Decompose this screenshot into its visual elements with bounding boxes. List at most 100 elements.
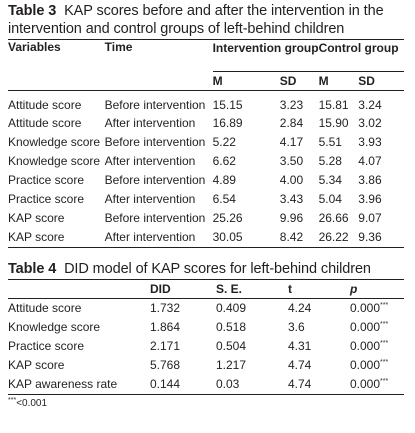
table4-label: Table 4: [8, 260, 57, 277]
cell-time: Before intervention: [104, 97, 206, 112]
cell-int-m: 6.54: [212, 192, 236, 206]
cell-variable: Attitude score: [8, 301, 82, 315]
cell-int-m: 15.15: [212, 97, 243, 112]
cell-int-m: 30.05: [212, 227, 280, 248]
cell-did: 1.864: [150, 320, 181, 334]
cell-int-m: 6.62: [212, 154, 236, 168]
cell-ctl-m: 15.81: [318, 97, 349, 112]
table4-footnote: ***<0.001: [8, 397, 415, 409]
cell-int-sd: 4.00: [279, 173, 304, 187]
cell-int-m: 4.89: [212, 173, 236, 187]
cell-int-sd: 3.43: [279, 192, 304, 206]
cell-time: After intervention: [104, 116, 196, 130]
cell-se: 1.217: [216, 358, 247, 372]
cell-int-sd: 3.23: [279, 97, 304, 112]
header-variables: Variables: [8, 39, 105, 57]
cell-ctl-sd: 3.02: [358, 116, 382, 130]
cell-int-sd: 9.96: [279, 211, 304, 225]
cell-t: 4.74: [288, 374, 350, 395]
header-t: t: [288, 278, 350, 299]
table3-caption: Table 3 KAP scores before and after the …: [8, 2, 408, 38]
cell-did: 1.732: [150, 301, 181, 315]
table3-label: Table 3: [8, 3, 57, 19]
cell-variable: Knowledge score: [8, 154, 101, 168]
cell-ctl-m: 26.66: [318, 211, 349, 225]
significance-marker: ***: [380, 321, 389, 328]
table3-row: Practice score After intervention 6.54 3.43…: [8, 190, 404, 209]
p-value: 0.000: [350, 339, 381, 353]
significance-marker: ***: [380, 302, 389, 309]
header-time: Time: [104, 39, 213, 57]
table4-row: KAP score 5.768 1.217 4.74 0.000***: [8, 356, 404, 375]
p-value: 0.000: [350, 377, 381, 391]
cell-variable: Knowledge score: [8, 135, 101, 149]
cell-p: 0.000***: [350, 356, 404, 375]
table3-row: KAP score Before intervention 25.26 9.96 26.…: [8, 209, 404, 228]
cell-ctl-m: 15.90: [318, 116, 349, 130]
cell-time: After intervention: [104, 227, 213, 248]
cell-variable: KAP awareness rate: [8, 374, 150, 395]
table4-row: KAP awareness rate 0.144 0.03 4.74 0.000***: [8, 374, 404, 395]
cell-int-sd: 4.17: [279, 135, 304, 149]
table3-row: Attitude score After intervention 16.89 2.8…: [8, 114, 404, 133]
header-ctl-sd: SD: [358, 70, 404, 91]
cell-t: 4.31: [288, 339, 312, 353]
cell-se: 0.409: [216, 301, 247, 315]
header-intervention-group: Intervention group: [212, 39, 319, 71]
cell-ctl-m: 5.51: [318, 135, 342, 149]
cell-variable: Knowledge score: [8, 320, 101, 334]
cell-int-m: 25.26: [212, 211, 243, 225]
cell-variable: KAP score: [8, 227, 105, 248]
cell-time: After intervention: [104, 192, 196, 206]
cell-p: 0.000***: [350, 318, 404, 337]
cell-se: 0.504: [216, 339, 247, 353]
cell-p: 0.000***: [350, 298, 404, 318]
cell-ctl-m: 26.22: [318, 227, 359, 248]
cell-did: 5.768: [150, 358, 181, 372]
table4-row: Practice score 2.171 0.504 4.31 0.000***: [8, 337, 404, 356]
header-ctl-m: M: [318, 70, 359, 91]
table3-row: Knowledge score After intervention 6.62 3.5…: [8, 152, 404, 171]
cell-ctl-sd: 9.07: [358, 211, 382, 225]
table4-row: Attitude score 1.732 0.409 4.24 0.000***: [8, 298, 404, 318]
cell-time: Before intervention: [104, 173, 206, 187]
cell-se: 0.03: [216, 374, 288, 395]
cell-did: 0.144: [150, 374, 216, 395]
cell-time: After intervention: [104, 154, 196, 168]
cell-ctl-sd: 3.96: [358, 192, 382, 206]
table3: Variables Time Intervention group Contro…: [8, 39, 404, 248]
table3-row: Practice score Before intervention 4.89 4.0…: [8, 171, 404, 190]
cell-variable: KAP score: [8, 211, 65, 225]
cell-t: 4.24: [288, 301, 312, 315]
header-int-sd: SD: [279, 70, 319, 91]
cell-int-sd: 3.50: [279, 154, 304, 168]
table4-caption: Table 4 DID model of KAP scores for left…: [8, 260, 408, 278]
table4-title: DID model of KAP scores for left-behind …: [64, 260, 371, 277]
cell-variable: Attitude score: [8, 116, 82, 130]
header-p: p: [350, 278, 404, 299]
table4: DID S. E. t p Attitude score 1.732 0.409 4.…: [8, 278, 404, 395]
cell-t: 3.6: [288, 320, 305, 334]
cell-variable: KAP score: [8, 358, 65, 372]
header-did: DID: [150, 278, 216, 299]
significance-marker: ***: [380, 378, 389, 385]
table3-row: KAP score After intervention 30.05 8.42 26.2…: [8, 227, 404, 248]
cell-variable: Practice score: [8, 192, 85, 206]
header-se: S. E.: [216, 278, 288, 299]
cell-ctl-sd: 3.93: [358, 135, 382, 149]
cell-ctl-sd: 3.24: [358, 97, 382, 112]
cell-int-m: 5.22: [212, 135, 236, 149]
p-value: 0.000: [350, 320, 381, 334]
cell-variable: Attitude score: [8, 97, 82, 112]
cell-did: 2.171: [150, 339, 181, 353]
cell-ctl-sd: 9.36: [358, 227, 404, 248]
cell-ctl-m: 5.28: [318, 154, 342, 168]
cell-variable: Practice score: [8, 339, 85, 353]
cell-time: Before intervention: [104, 211, 206, 225]
p-value: 0.000: [350, 301, 381, 315]
table3-row: Knowledge score Before intervention 5.22 4.…: [8, 133, 404, 152]
cell-variable: Practice score: [8, 173, 85, 187]
significance-marker: ***: [380, 340, 389, 347]
footnote-text: <0.001: [16, 397, 48, 409]
